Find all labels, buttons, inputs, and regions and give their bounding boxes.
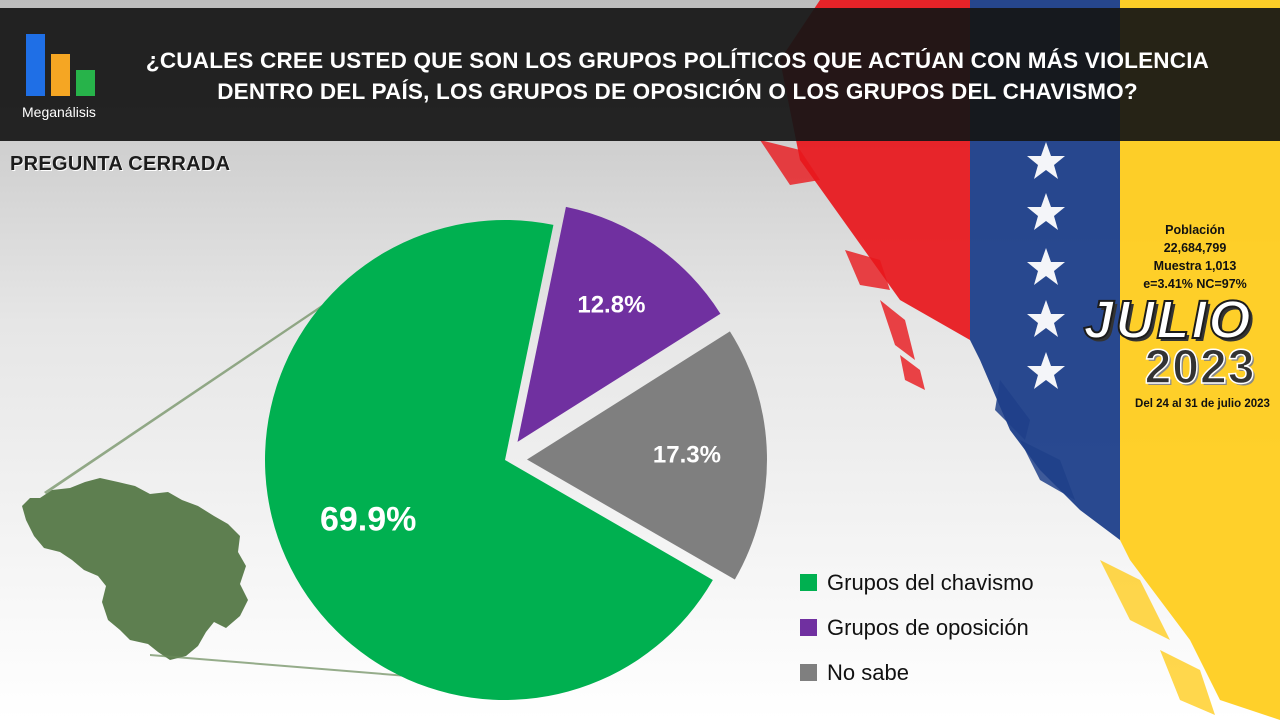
month-badge: JULIO [1082,290,1253,350]
population-label: Población [1165,223,1225,237]
legend-label-oposicion: Grupos de oposición [827,614,1029,640]
chart-title: ¿CUALES CREE USTED QUE SON LOS GRUPOS PO… [145,48,1210,104]
pie-slice-oposicion [517,206,721,442]
pie-slice-chavismo [265,219,713,700]
legend-item-chavismo: Grupos del chavismo [800,560,1034,605]
logo-bar-green [76,70,95,96]
data-label-no-sabe: 17.3% [653,442,721,469]
survey-info: Población 22,684,799 Muestra 1,013 e=3.4… [1120,221,1270,293]
legend-item-oposicion: Grupos de oposición [800,605,1034,650]
legend-label-no-sabe: No sabe [827,659,909,685]
margin-of-error: e=3.41% NC=97% [1143,277,1247,291]
sample-size: Muestra 1,013 [1153,259,1237,273]
question-type: PREGUNTA CERRADA [10,153,231,175]
year-badge: 2023 [1144,341,1256,395]
legend-swatch-chavismo [800,574,817,591]
data-label-oposicion: 12.8% [577,292,645,319]
pie-slice-no-sabe [526,331,767,580]
legend-item-no-sabe: No sabe [800,650,1034,695]
title-bar: Meganálisis ¿CUALES CREE USTED QUE SON L… [0,8,1280,141]
survey-dates: Del 24 al 31 de julio 2023 [1135,398,1270,410]
logo-bar-blue [26,34,45,96]
legend-label-chavismo: Grupos del chavismo [827,569,1034,595]
map-zoom-line-bottom [150,654,420,678]
data-label-chavismo: 69.9% [320,500,416,538]
venezuela-map [22,478,248,660]
legend-swatch-oposicion [800,619,817,636]
chart-legend: Grupos del chavismo Grupos de oposición … [800,560,1034,695]
population-value: 22,684,799 [1163,241,1227,255]
map-zoom-line-top [44,286,351,494]
meganalisis-logo: Meganálisis [22,32,112,124]
logo-bar-orange [51,54,70,96]
legend-swatch-no-sabe [800,664,817,681]
logo-text: Meganálisis [22,104,96,120]
